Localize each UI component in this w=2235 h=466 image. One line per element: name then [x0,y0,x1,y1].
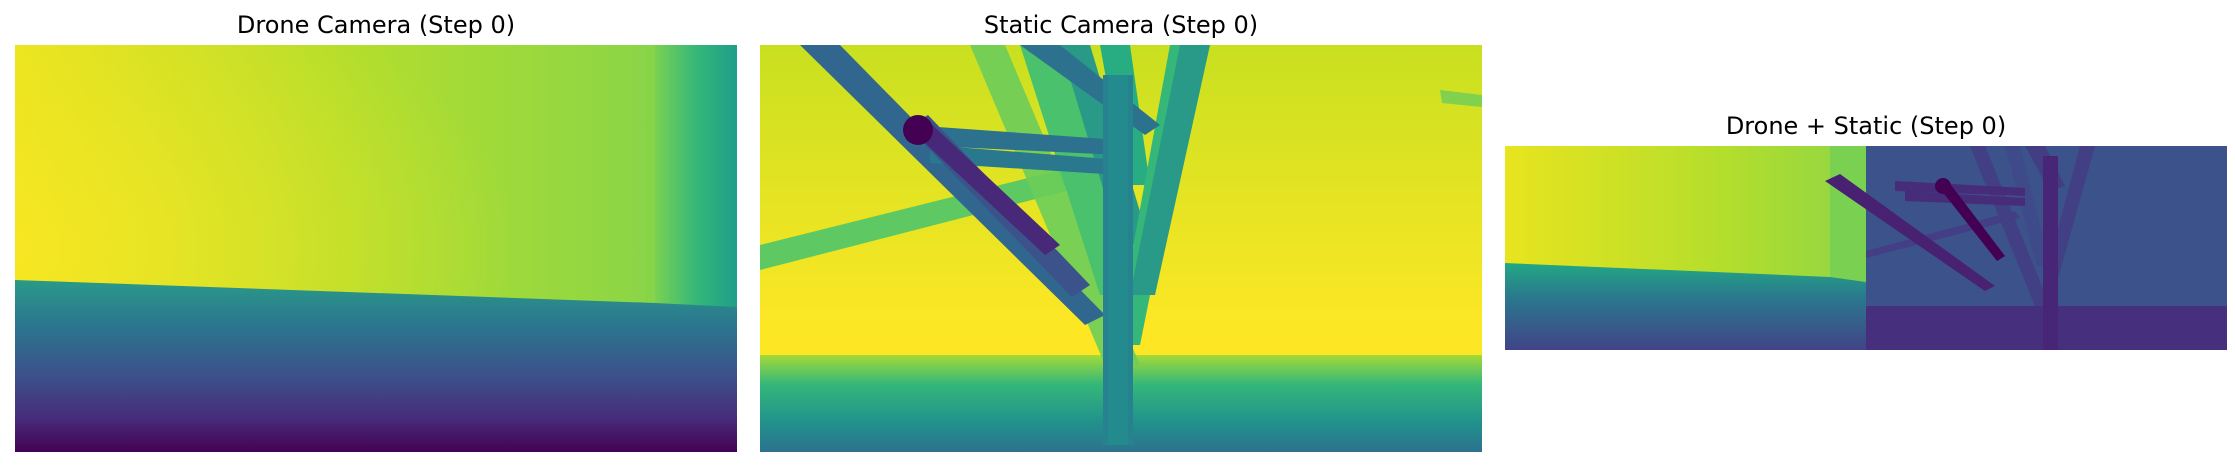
panel-title-drone-plus-static: Drone + Static (Step 0) [1725,112,2007,140]
panel-title-static-camera: Static Camera (Step 0) [983,11,1259,39]
combined-depth-image [1505,146,2227,350]
static-camera-depth-image [760,45,1482,452]
drone-camera-depth-image [15,45,737,452]
panel-title-drone-camera: Drone Camera (Step 0) [236,11,516,39]
